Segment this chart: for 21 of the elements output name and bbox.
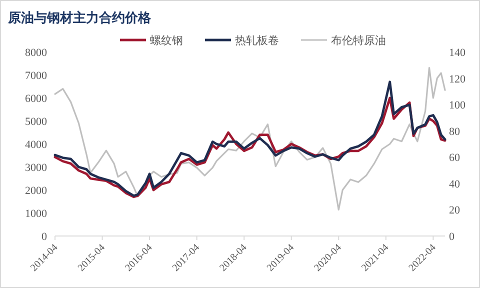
y2-tick-label: 0 — [449, 231, 455, 243]
y-tick-label: 8000 — [25, 47, 48, 59]
y-tick-label: 5000 — [25, 116, 48, 128]
y-tick-label: 7000 — [25, 70, 48, 82]
y2-tick-label: 40 — [449, 178, 460, 190]
y2-tick-label: 60 — [449, 152, 460, 164]
y2-tick-label: 20 — [449, 204, 460, 217]
legend-label: 布伦特原油 — [331, 34, 386, 47]
y2-tick-label: 140 — [449, 47, 466, 59]
y-tick-label: 4000 — [25, 139, 48, 151]
y-tick-label: 1000 — [25, 208, 48, 220]
y-tick-label: 6000 — [25, 93, 48, 105]
legend-label: 螺纹钢 — [150, 34, 183, 47]
legend-label: 热轧板卷 — [235, 35, 279, 47]
y-tick-label: 0 — [42, 231, 48, 243]
y2-tick-label: 100 — [449, 100, 466, 112]
y-tick-label: 2000 — [25, 185, 48, 197]
y-tick-label: 3000 — [25, 162, 48, 174]
y2-tick-label: 120 — [449, 73, 466, 86]
chart-title: 原油与钢材主力合约价格 — [7, 10, 152, 25]
y2-tick-label: 80 — [449, 126, 460, 138]
